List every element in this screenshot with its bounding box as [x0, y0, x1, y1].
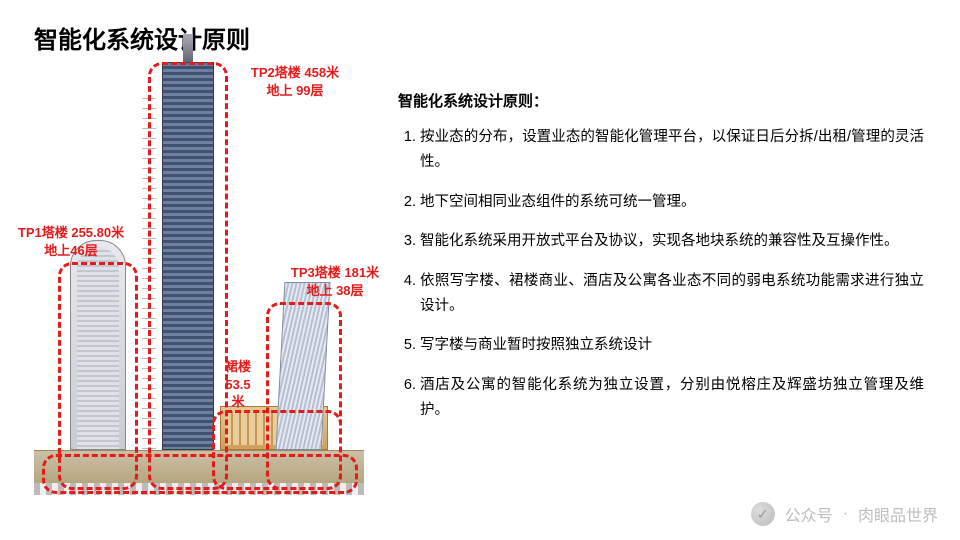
content-heading: 智能化系统设计原则：: [398, 90, 924, 111]
watermark-prefix: 公众号: [785, 502, 833, 526]
list-item: 写字楼与商业暂时按照独立系统设计: [420, 333, 924, 358]
label-tp3: TP3塔楼 181米 地上 38层: [270, 264, 400, 299]
content-panel: 智能化系统设计原则： 按业态的分布，设置业态的智能化管理平台，以保证日后分拆/出…: [398, 90, 924, 437]
list-item: 依照写字楼、裙楼商业、酒店及公寓各业态不同的弱电系统功能需求进行独立设计。: [420, 269, 924, 320]
list-item: 酒店及公寓的智能化系统为独立设置，分别由悦榕庄及辉盛坊独立管理及维护。: [420, 373, 924, 424]
list-item: 按业态的分布，设置业态的智能化管理平台，以保证日后分拆/出租/管理的灵活性。: [420, 125, 924, 176]
watermark-name: 肉眼品世界: [858, 502, 938, 526]
wechat-icon: ✓: [751, 502, 775, 526]
label-podium: 裙楼 53.5 米: [218, 358, 258, 411]
watermark: ✓ 公众号 · 肉眼品世界: [751, 502, 938, 526]
building-diagram: TP1塔楼 255.80米 地上46层 TP2塔楼 458米 地上 99层 TP…: [34, 58, 364, 498]
watermark-sep: ·: [843, 505, 848, 523]
principles-list: 按业态的分布，设置业态的智能化管理平台，以保证日后分拆/出租/管理的灵活性。 地…: [398, 125, 924, 423]
label-tp2: TP2塔楼 458米 地上 99层: [220, 64, 370, 99]
tower-tp2-spire: [183, 34, 193, 62]
callout-base: [42, 454, 358, 494]
page-title: 智能化系统设计原则: [34, 20, 250, 55]
list-item: 智能化系统采用开放式平台及协议，实现各地块系统的兼容性及互操作性。: [420, 229, 924, 254]
label-tp1: TP1塔楼 255.80米 地上46层: [6, 224, 136, 259]
list-item: 地下空间相同业态组件的系统可统一管理。: [420, 190, 924, 215]
